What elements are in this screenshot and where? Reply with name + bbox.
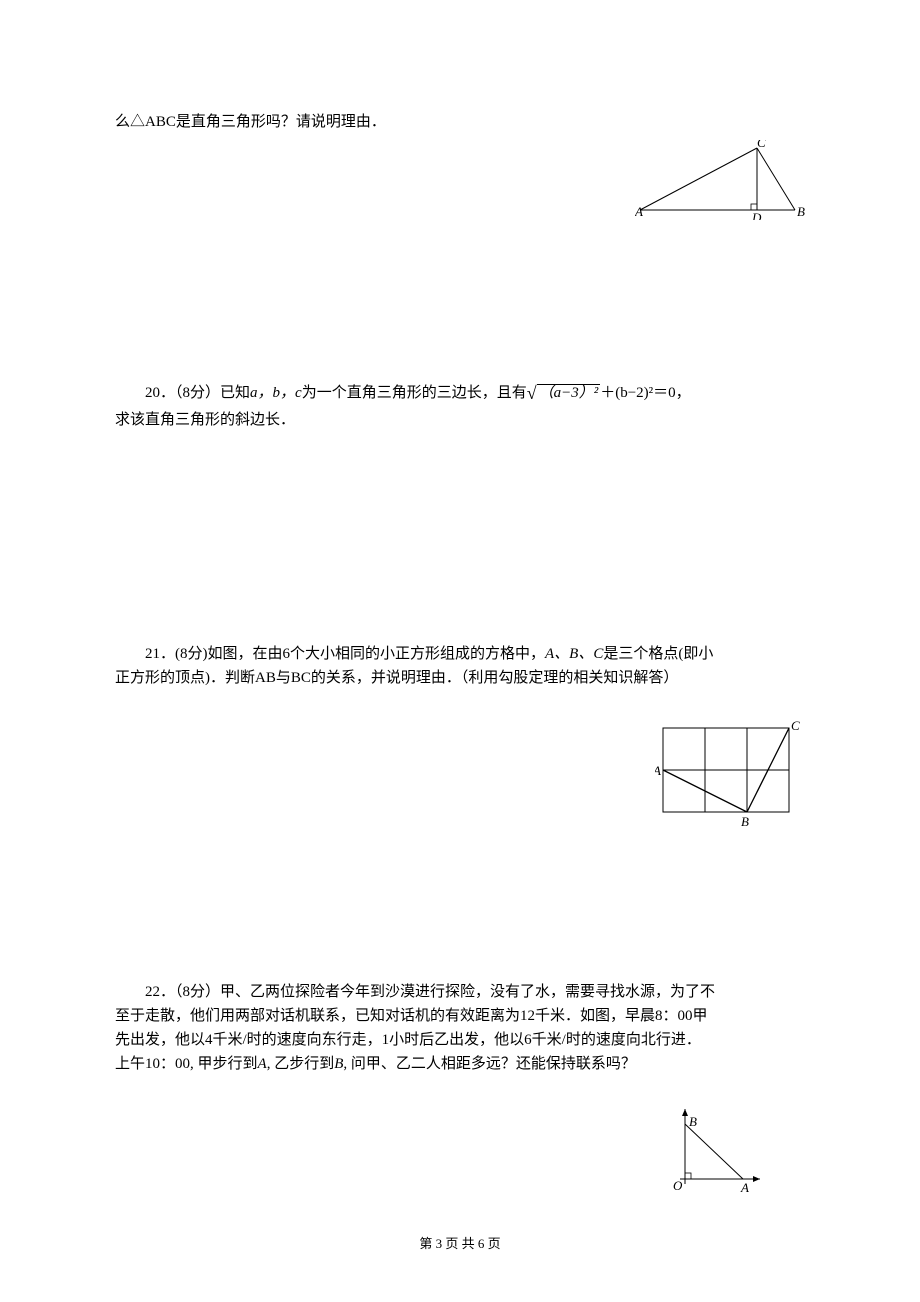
label-a21: A <box>655 763 661 778</box>
p21-line2: 正方形的顶点)．判断AB与BC的关系，并说明理由．（利用勾股定理的相关知识解答） <box>115 670 678 686</box>
p22-line1: 22．（8分）甲、乙两位探险者今年到沙漠进行探险，没有了水，需要寻找水源，为了不 <box>145 984 715 1000</box>
p22-line4-prefix: 上午10：00, 甲步行到 <box>115 1056 258 1072</box>
label-d: D <box>751 210 762 220</box>
p20-mid1: 为一个直角三角形的三边长，且有 <box>302 385 527 401</box>
label-a22: A <box>740 1180 749 1194</box>
p20-vars: a，b，c <box>250 385 302 401</box>
p20-sqrt: （a−3）² <box>537 384 601 401</box>
label-c: C <box>757 140 766 150</box>
p22-line3: 先出发，他以4千米/时的速度向东行走，1小时后乙出发，他以6千米/时的速度向北行… <box>115 1028 805 1052</box>
label-c21: C <box>791 718 800 733</box>
page-footer: 第 3 页 共 6 页 <box>0 1233 920 1252</box>
p21-vars: A、B、C <box>545 646 603 662</box>
problem-21: 21．(8分)如图，在由6个大小相同的小正方形组成的方格中，A、B、C是三个格点… <box>115 642 805 690</box>
footer-text: 第 3 页 共 6 页 <box>419 1236 500 1251</box>
p20-prefix: 20．（8分）已知 <box>145 385 250 401</box>
problem-19-continuation: 么△ABC是直角三角形吗？请说明理由． <box>115 110 805 134</box>
page-content: 么△ABC是直角三角形吗？请说明理由． A B C D 20．（8分）已知a，b… <box>0 0 920 1076</box>
figure-problem-22: O A B <box>665 1104 765 1199</box>
p22-line4-suffix: , 问甲、乙二人相距多远？还能保持联系吗？ <box>343 1056 636 1072</box>
figure-problem-19: A B C D <box>635 140 805 225</box>
p20-plus: ＋(b−2)²＝0， <box>600 385 690 401</box>
label-b21: B <box>741 814 749 829</box>
problem-20: 20．（8分）已知a，b，c为一个直角三角形的三边长，且有√（a−3）²＋(b−… <box>115 379 805 432</box>
label-o22: O <box>673 1178 683 1193</box>
p21-line1-prefix: 21．(8分)如图，在由6个大小相同的小正方形组成的方格中， <box>145 646 545 662</box>
label-b22: B <box>689 1114 697 1129</box>
problem-22: 22．（8分）甲、乙两位探险者今年到沙漠进行探险，没有了水，需要寻找水源，为了不… <box>115 980 805 1076</box>
figure-problem-21: A B C <box>655 718 805 838</box>
label-a: A <box>635 204 643 219</box>
p22-varB: B <box>334 1056 343 1072</box>
p21-line1-suffix: 是三个格点(即小 <box>603 646 713 662</box>
p20-line2: 求该直角三角形的斜边长． <box>115 408 805 432</box>
problem-19-text: 么△ABC是直角三角形吗？请说明理由． <box>115 114 386 130</box>
p22-line2: 至于走散，他们用两部对话机联系，已知对话机的有效距离为12千米．如图，早晨8：0… <box>115 1004 805 1028</box>
p22-line4-mid: , 乙步行到 <box>267 1056 335 1072</box>
p22-varA: A <box>258 1056 267 1072</box>
label-b: B <box>797 204 805 219</box>
